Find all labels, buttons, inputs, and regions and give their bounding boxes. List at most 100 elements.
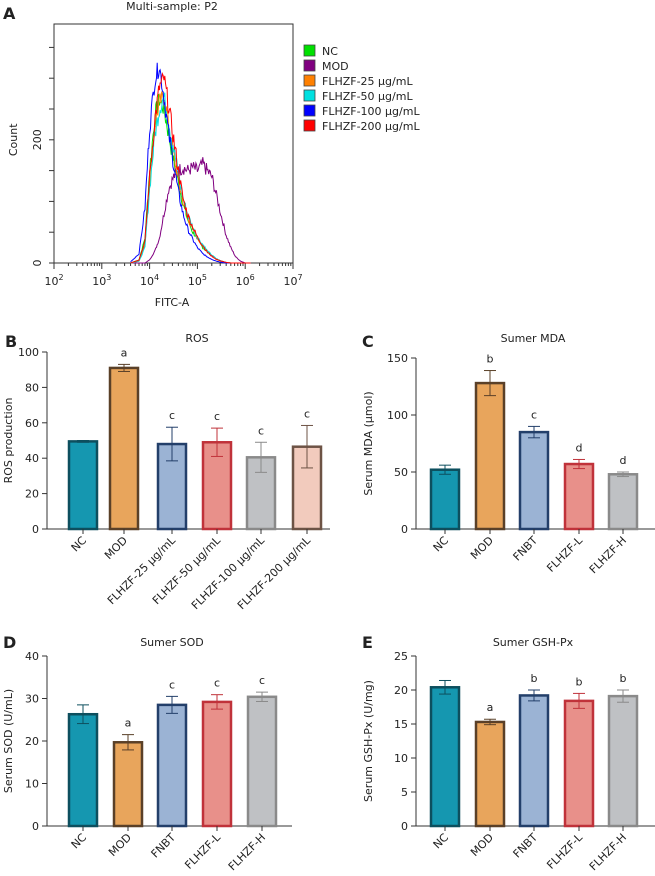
- significance-letter: a: [125, 717, 132, 730]
- bar-0: [429, 686, 461, 828]
- chart-title: Sumer GSH-Px: [493, 636, 574, 649]
- bar-0: [429, 468, 461, 531]
- y-tick-label: 0: [401, 523, 408, 536]
- x-tick-label: 102: [44, 273, 63, 288]
- x-tick-label: MOD: [102, 534, 130, 562]
- x-tick-label: FNBT: [511, 831, 541, 861]
- chart-title: Sumer SOD: [140, 636, 204, 649]
- significance-letter: c: [258, 424, 264, 437]
- legend-swatch: [303, 119, 316, 132]
- y-tick-label: 0: [32, 523, 39, 536]
- y-tick-label: 0: [401, 820, 408, 833]
- x-tick-label: FNBT: [511, 534, 541, 564]
- panel-label: A: [3, 4, 16, 23]
- significance-letter: d: [620, 454, 627, 467]
- significance-letter: c: [304, 407, 310, 420]
- legend-swatch: [303, 59, 316, 72]
- y-tick-label: 20: [25, 735, 39, 748]
- x-tick-label: MOD: [468, 534, 496, 562]
- significance-letter: c: [169, 409, 175, 422]
- significance-letter: c: [169, 678, 175, 691]
- significance-letter: a: [487, 701, 494, 714]
- panel-label: C: [362, 332, 374, 351]
- x-tick-label: 104: [140, 273, 159, 288]
- y-tick-label: 40: [25, 452, 39, 465]
- x-tick-label: FLHZF-L: [544, 830, 585, 871]
- y-axis-label: Serum MDA (μmol): [362, 391, 375, 495]
- legend-swatch: [303, 44, 316, 57]
- legend-swatch: [303, 104, 316, 117]
- significance-letter: b: [620, 672, 627, 685]
- legend-label: NC: [322, 45, 338, 58]
- histogram-line-2: [130, 91, 251, 264]
- significance-letter: b: [531, 672, 538, 685]
- legend-label: FLHZF-200 μg/mL: [322, 120, 420, 133]
- bar-0: [67, 440, 99, 531]
- bar-4: [246, 695, 278, 828]
- significance-letter: c: [259, 674, 265, 687]
- significance-letter: b: [487, 353, 494, 366]
- y-axis-label: Serum GSH-Px (U/mg): [362, 680, 375, 802]
- bar-3: [563, 462, 595, 531]
- bar-0: [67, 712, 99, 828]
- bar-2: [518, 694, 550, 828]
- histogram-line-3: [130, 92, 251, 264]
- x-tick-label: FLHZF-L: [544, 533, 585, 574]
- x-tick-label: MOD: [468, 831, 496, 859]
- y-tick-label: 10: [25, 778, 39, 791]
- x-tick-label: 106: [236, 273, 255, 288]
- y-tick-label: 20: [394, 684, 408, 697]
- bar-2: [518, 430, 550, 531]
- bar-1: [108, 366, 140, 531]
- legend-label: MOD: [322, 60, 349, 73]
- panel-label: D: [3, 633, 16, 652]
- legend-swatch: [303, 89, 316, 102]
- x-tick-label: FLHZF-H: [587, 831, 629, 873]
- significance-letter: b: [576, 675, 583, 688]
- x-tick-label: 103: [92, 273, 111, 288]
- histogram-line-0: [130, 93, 251, 264]
- bar-4: [607, 694, 639, 828]
- y-tick-label: 20: [25, 488, 39, 501]
- y-tick-label: 50: [394, 466, 408, 479]
- plot-frame: [53, 23, 294, 264]
- bar-1: [474, 381, 506, 531]
- x-tick-label: NC: [69, 534, 90, 555]
- legend-label: FLHZF-50 μg/mL: [322, 90, 413, 103]
- y-tick-label: 100: [387, 409, 408, 422]
- x-tick-label: FLHZF-H: [587, 534, 629, 576]
- panel-a: A Multi-sample: P2 0 200 Count 102 103 104 105 10…: [3, 0, 420, 309]
- y-tick-label: 10: [394, 752, 408, 765]
- panel-label: E: [362, 633, 373, 652]
- bar-3: [563, 699, 595, 828]
- bar-3: [201, 700, 233, 828]
- x-tick-label: FLHZF-L: [182, 830, 223, 871]
- significance-letter: c: [531, 408, 537, 421]
- x-tick-label: MOD: [106, 831, 134, 859]
- y-tick-label: 200: [31, 129, 44, 150]
- legend-swatch: [303, 74, 316, 87]
- y-tick-label: 40: [25, 650, 39, 663]
- x-tick-label: FLHZF-H: [226, 831, 268, 873]
- y-tick-label: 0: [32, 820, 39, 833]
- histogram-line-5: [130, 71, 251, 264]
- panel-e: E Sumer GSH-Px 0 5 10 15 20 25 Serum GSH-Px (U/m…: [362, 633, 655, 873]
- bar-1: [112, 741, 144, 828]
- legend-label: FLHZF-100 μg/mL: [322, 105, 420, 118]
- x-tick-label: 107: [283, 273, 302, 288]
- significance-letter: a: [121, 346, 128, 359]
- y-tick-label: 150: [387, 352, 408, 365]
- bar-1: [474, 720, 506, 828]
- y-tick-label: 15: [394, 718, 408, 731]
- panel-d: D Sumer SOD 0 10 20 30 40 Serum SOD (U/mL) NC a MO…: [2, 633, 292, 873]
- y-tick-label: 60: [25, 417, 39, 430]
- y-tick-label: 5: [401, 786, 408, 799]
- legend-label: FLHZF-25 μg/mL: [322, 75, 413, 88]
- x-axis-label: FITC-A: [155, 296, 190, 309]
- chart-title: Multi-sample: P2: [126, 0, 218, 13]
- significance-letter: c: [214, 410, 220, 423]
- y-axis-label: ROS production: [2, 398, 15, 484]
- chart-title: Sumer MDA: [501, 332, 566, 345]
